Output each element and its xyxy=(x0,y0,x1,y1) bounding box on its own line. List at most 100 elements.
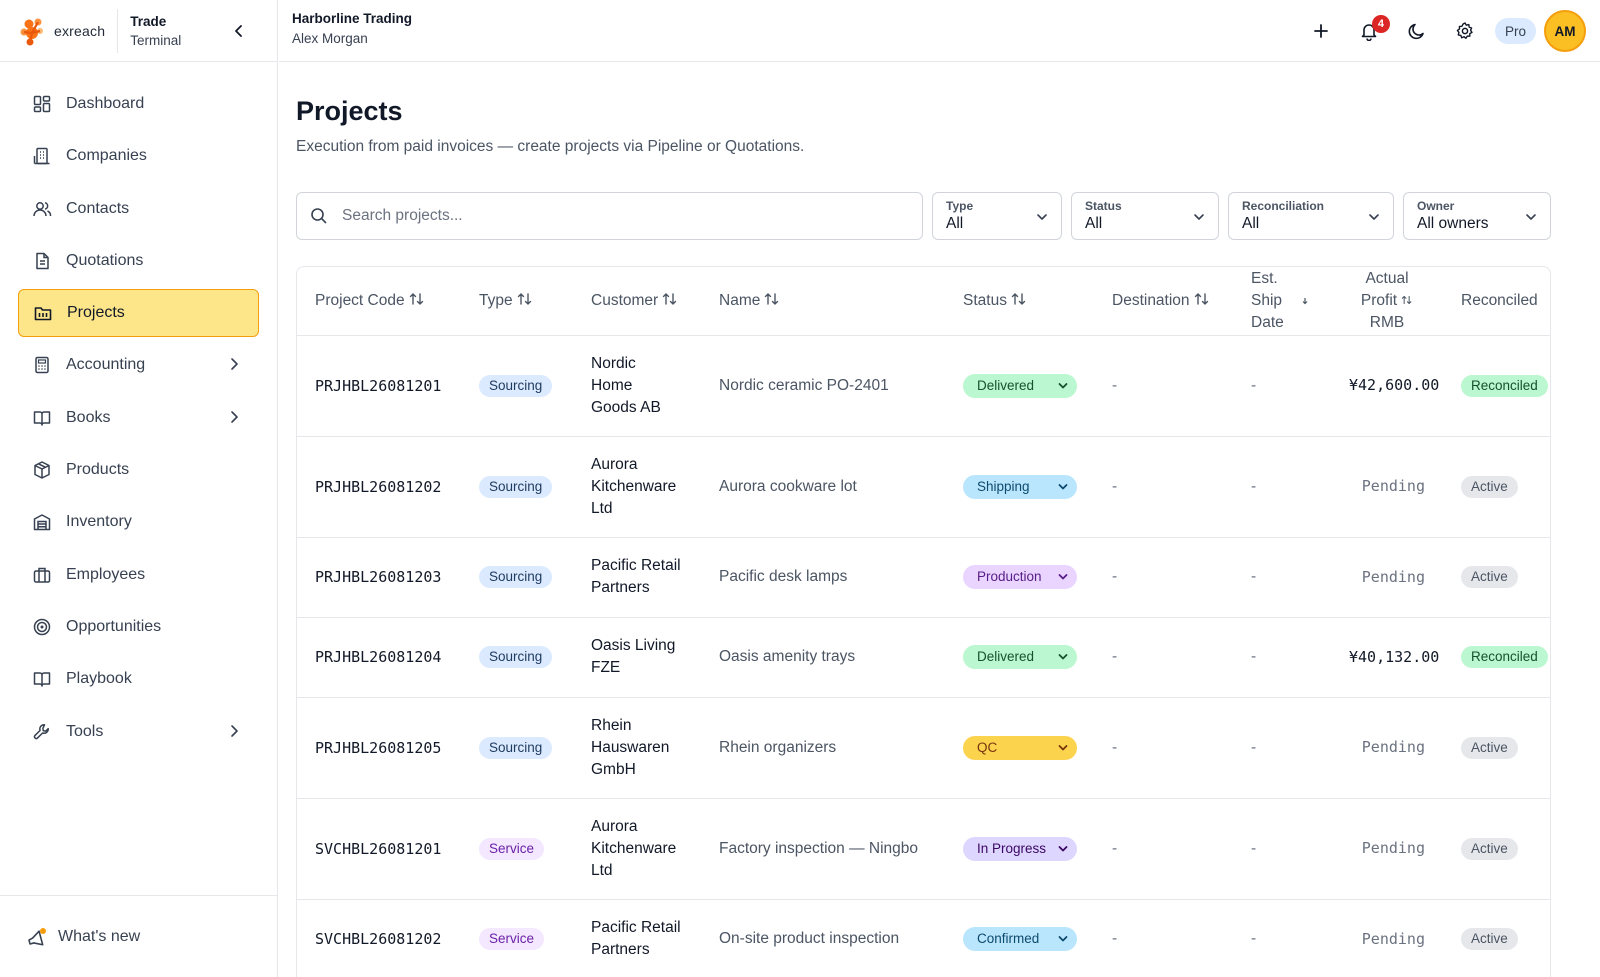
owner-filter-select[interactable]: Owner All owners xyxy=(1403,192,1551,240)
owner-filter-value: All owners xyxy=(1417,215,1489,232)
customer-cell[interactable]: Aurora Kitchenware Ltd xyxy=(573,798,701,900)
sidebar-item-playbook[interactable]: Playbook xyxy=(18,655,259,703)
status-select[interactable]: QC xyxy=(963,735,1077,760)
sidebar-item-products[interactable]: Products xyxy=(18,446,259,494)
sidebar-item-books[interactable]: Books xyxy=(18,394,259,442)
reconciliation-filter-value: All xyxy=(1242,215,1260,232)
plan-badge[interactable]: Pro xyxy=(1494,18,1536,44)
status-select[interactable]: Delivered xyxy=(963,645,1077,669)
search-icon xyxy=(311,208,327,224)
table-row[interactable]: SVCHBL26081201 Service Aurora Kitchenware Lt… xyxy=(297,798,1550,900)
sidebar-item-opportunities[interactable]: Opportunities xyxy=(18,603,259,651)
col-actual-profit[interactable]: Actual Profit RMB xyxy=(1331,267,1443,336)
sidebar-item-employees[interactable]: Employees xyxy=(18,551,259,599)
table-row[interactable]: PRJHBL26081204 Sourcing Oasis Living FZE Oas… xyxy=(297,617,1550,698)
status-cell: Delivered xyxy=(945,335,1094,437)
col-customer[interactable]: Customer xyxy=(573,267,701,336)
settings-button[interactable] xyxy=(1441,9,1489,53)
type-badge: Sourcing xyxy=(479,736,553,759)
moon-icon xyxy=(1408,23,1424,40)
col-customer-label: Customer xyxy=(591,291,659,309)
table-row[interactable]: PRJHBL26081205 Sourcing Rhein Hauswaren GmbH… xyxy=(297,697,1550,799)
name-cell[interactable]: Pacific desk lamps xyxy=(701,537,945,618)
name-cell[interactable]: Nordic ceramic PO-2401 xyxy=(701,335,945,437)
reconciled-badge: Active xyxy=(1461,736,1518,759)
sidebar-item-label: Products xyxy=(66,461,130,479)
collapse-sidebar-button[interactable] xyxy=(228,20,250,42)
table-row[interactable]: PRJHBL26081201 Sourcing Nordic Home Goods AB… xyxy=(297,335,1550,437)
chevron-down-icon xyxy=(1194,214,1204,220)
status-filter-select[interactable]: Status All xyxy=(1071,192,1219,240)
sidebar-item-accounting[interactable]: Accounting xyxy=(18,341,259,389)
project-code-cell[interactable]: PRJHBL26081204 xyxy=(297,617,461,698)
sidebar-item-tools[interactable]: Tools xyxy=(18,708,259,756)
table-row[interactable]: PRJHBL26081203 Sourcing Pacific Retail Part… xyxy=(297,537,1550,618)
status-cell: QC xyxy=(945,697,1094,799)
project-code-cell[interactable]: SVCHBL26081202 xyxy=(297,899,461,977)
type-cell: Service xyxy=(461,899,573,977)
customer-cell[interactable]: Oasis Living FZE xyxy=(573,617,701,698)
document-icon xyxy=(32,251,52,271)
customer-cell[interactable]: Nordic Home Goods AB xyxy=(573,335,701,437)
sidebar-item-label: Projects xyxy=(67,304,125,322)
status-select[interactable]: Shipping xyxy=(963,474,1077,499)
chevron-down-icon xyxy=(1058,936,1068,942)
whats-new-button[interactable]: What's new xyxy=(0,895,277,977)
type-filter-select[interactable]: Type All xyxy=(932,192,1062,240)
col-name[interactable]: Name xyxy=(701,267,945,336)
customer-cell[interactable]: Pacific Retail Partners xyxy=(573,899,701,977)
add-button[interactable] xyxy=(1297,9,1345,53)
col-status[interactable]: Status xyxy=(945,267,1094,336)
name-cell[interactable]: On-site product inspection xyxy=(701,899,945,977)
reconciled-cell: Reconciled xyxy=(1443,335,1550,437)
name-cell[interactable]: Aurora cookware lot xyxy=(701,436,945,538)
notifications-button[interactable]: 4 xyxy=(1345,9,1393,53)
logo[interactable]: exreach xyxy=(16,14,105,48)
sidebar-item-companies[interactable]: Companies xyxy=(18,132,259,180)
sidebar-item-projects[interactable]: Projects xyxy=(18,289,259,338)
customer-cell[interactable]: Pacific Retail Partners xyxy=(573,537,701,618)
col-status-label: Status xyxy=(963,291,1007,309)
col-project-code-label: Project Code xyxy=(315,291,405,309)
project-code-cell[interactable]: SVCHBL26081201 xyxy=(297,798,461,900)
status-select[interactable]: In Progress xyxy=(963,836,1077,861)
table-row[interactable]: SVCHBL26081202 Service Pacific Retail Partn… xyxy=(297,899,1550,977)
status-select[interactable]: Confirmed xyxy=(963,927,1077,951)
col-destination[interactable]: Destination xyxy=(1094,267,1233,336)
chevron-right-icon xyxy=(225,355,243,373)
name-cell[interactable]: Rhein organizers xyxy=(701,697,945,799)
col-type[interactable]: Type xyxy=(461,267,573,336)
ship-date-cell: - xyxy=(1233,617,1331,698)
name-cell[interactable]: Oasis amenity trays xyxy=(701,617,945,698)
status-select[interactable]: Production xyxy=(963,565,1077,589)
reconciliation-filter-select[interactable]: Reconciliation All xyxy=(1228,192,1394,240)
project-code-cell[interactable]: PRJHBL26081203 xyxy=(297,537,461,618)
name-cell[interactable]: Factory inspection — Ningbo xyxy=(701,798,945,900)
gear-icon xyxy=(1456,22,1473,39)
sidebar-item-inventory[interactable]: Inventory xyxy=(18,498,259,546)
megaphone-icon xyxy=(28,927,46,946)
col-reconciled[interactable]: Reconciled xyxy=(1443,267,1550,336)
package-icon xyxy=(32,460,52,480)
customer-cell[interactable]: Aurora Kitchenware Ltd xyxy=(573,436,701,538)
type-filter-label: Type xyxy=(946,199,974,213)
sidebar-item-quotations[interactable]: Quotations xyxy=(18,237,259,285)
profit-cell: Pending xyxy=(1331,537,1443,618)
sidebar-item-dashboard[interactable]: Dashboard xyxy=(18,80,259,128)
avatar[interactable]: AM xyxy=(1544,10,1586,52)
search-input[interactable] xyxy=(342,207,902,225)
col-project-code[interactable]: Project Code xyxy=(297,267,461,336)
theme-toggle-button[interactable] xyxy=(1393,9,1441,53)
sidebar-item-contacts[interactable]: Contacts xyxy=(18,185,259,233)
col-type-label: Type xyxy=(479,291,513,309)
project-code-cell[interactable]: PRJHBL26081201 xyxy=(297,335,461,437)
table-row[interactable]: PRJHBL26081202 Sourcing Aurora Kitchenware L… xyxy=(297,436,1550,538)
col-est-ship-date[interactable]: Est. Ship Date xyxy=(1233,267,1331,336)
sidebar-item-label: Employees xyxy=(66,565,146,583)
sidebar-item-label: Books xyxy=(66,408,111,426)
status-select[interactable]: Delivered xyxy=(963,373,1077,398)
project-code-cell[interactable]: PRJHBL26081202 xyxy=(297,436,461,538)
customer-cell[interactable]: Rhein Hauswaren GmbH xyxy=(573,697,701,799)
project-code-cell[interactable]: PRJHBL26081205 xyxy=(297,697,461,799)
briefcase-icon xyxy=(32,565,52,585)
